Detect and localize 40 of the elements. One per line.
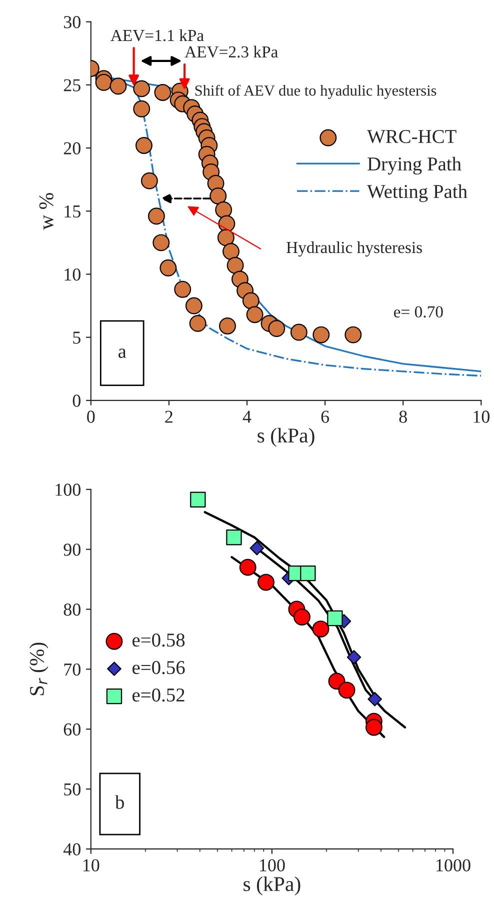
annotation: AEV=1.1 kPa — [110, 29, 204, 42]
y-tick-label: 70 — [64, 663, 80, 676]
legend-label: e=0.58 — [132, 634, 185, 647]
annotation: Hydraulic hysteresis — [286, 241, 422, 257]
y-tick-label: 0 — [72, 394, 80, 407]
x-tick-label: 10 — [83, 859, 100, 872]
x-tick-label: 0 — [87, 410, 95, 423]
y-tick-label: 15 — [64, 205, 80, 218]
x-axis-title: s (kPa) — [258, 428, 314, 447]
legend-label: Drying Path — [368, 156, 462, 175]
x-tick-label: 100 — [260, 859, 285, 872]
y-tick-label: 5 — [73, 332, 80, 344]
x-tick-label: 2 — [165, 410, 172, 423]
annotation: a — [118, 348, 126, 358]
annotation: e= 0.70 — [394, 306, 443, 318]
x-tick-label: 4 — [242, 410, 252, 423]
y-tick-label: 60 — [64, 723, 80, 736]
x-tick-label: 8 — [399, 410, 407, 423]
x-tick-label: 1000 — [436, 859, 470, 872]
y-tick-label: 10 — [64, 268, 80, 281]
y-tick-label: 20 — [64, 142, 80, 154]
annotation: AEV=2.3 kPa — [184, 46, 278, 58]
y-tick-label: 30 — [64, 16, 80, 28]
legend-label: e=0.52 — [132, 688, 184, 702]
y-tick-label: 80 — [64, 604, 80, 616]
legend-label: e=0.56 — [132, 661, 185, 674]
annotation: Shift of AEV due to hyadulic hyestersis — [195, 84, 436, 99]
y-tick-label: 25 — [64, 79, 80, 92]
x-tick-label: 10 — [474, 410, 490, 423]
y-axis-title: S$_{r}$ (%) — [29, 642, 48, 696]
y-tick-label: 40 — [63, 843, 80, 856]
annotation: b — [115, 795, 124, 809]
legend-label: Wetting Path — [367, 184, 468, 202]
legend-label: WRC-HCT — [367, 130, 456, 144]
y-tick-label: 50 — [64, 783, 80, 796]
y-axis-title: w % — [39, 193, 54, 230]
x-axis-title: s (kPa) — [244, 876, 300, 896]
y-tick-label: 100 — [56, 484, 80, 496]
x-tick-label: 6 — [321, 410, 330, 423]
y-tick-label: 90 — [64, 544, 80, 556]
